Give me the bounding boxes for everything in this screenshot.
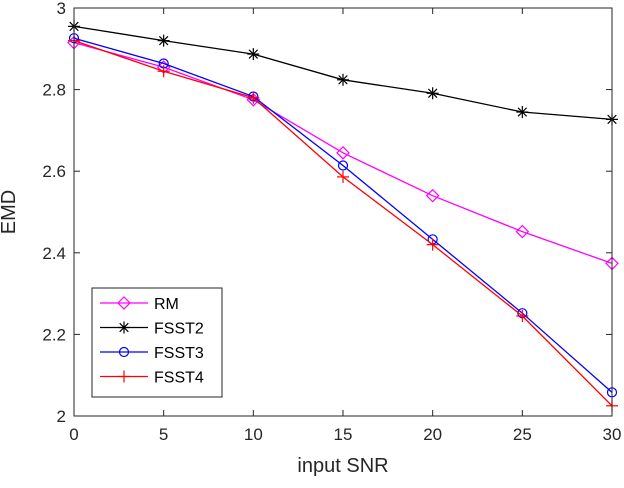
data-point-fsst4-4 bbox=[426, 238, 439, 251]
legend-item-fsst2: FSST2 bbox=[100, 321, 204, 338]
legend-label-fsst3: FSST3 bbox=[154, 345, 204, 362]
data-point-fsst2-3 bbox=[337, 73, 349, 86]
data-point-rm-5 bbox=[515, 224, 530, 239]
data-point-fsst4-2 bbox=[247, 91, 260, 104]
x-tick-label-5: 25 bbox=[513, 425, 532, 444]
x-tick-label-6: 30 bbox=[603, 425, 622, 444]
data-point-fsst2-1 bbox=[157, 34, 170, 47]
data-point-fsst2-5 bbox=[516, 106, 529, 119]
y-tick-label-0: 2 bbox=[57, 407, 66, 426]
data-point-fsst4-3 bbox=[337, 170, 349, 183]
data-point-fsst4-1 bbox=[157, 65, 170, 78]
legend-box bbox=[91, 287, 223, 398]
legend-label-fsst4: FSST4 bbox=[154, 370, 204, 387]
data-point-fsst2-2 bbox=[247, 48, 260, 61]
legend-marker-rm bbox=[117, 296, 131, 310]
y-tick-label-3: 2.6 bbox=[42, 162, 66, 181]
x-tick-label-4: 20 bbox=[423, 425, 442, 444]
x-tick-label-1: 5 bbox=[159, 425, 168, 444]
x-tick-label-3: 15 bbox=[334, 425, 353, 444]
legend-marker-fsst2 bbox=[118, 321, 130, 334]
y-tick-label-1: 2.2 bbox=[42, 325, 66, 344]
data-point-rm-4 bbox=[425, 188, 440, 203]
x-tick-label-2: 10 bbox=[244, 425, 263, 444]
data-point-fsst4-5 bbox=[516, 310, 529, 323]
legend-item-fsst3: FSST3 bbox=[100, 345, 204, 362]
legend-label-fsst2: FSST2 bbox=[154, 321, 204, 338]
data-point-fsst3-3 bbox=[337, 160, 349, 171]
legend-item-rm: RM bbox=[100, 296, 179, 313]
y-tick-label-4: 2.8 bbox=[42, 81, 66, 100]
legend-item-fsst4: FSST4 bbox=[100, 370, 204, 387]
x-tick-label-0: 0 bbox=[69, 425, 78, 444]
y-axis-label: EMD bbox=[0, 190, 20, 234]
legend: RM FSST2 FSST3 FSST4 bbox=[91, 287, 223, 398]
legend-marker-fsst4 bbox=[118, 370, 130, 383]
legend-label-rm: RM bbox=[154, 296, 179, 313]
y-tick-label-5: 3 bbox=[57, 0, 66, 18]
y-tick-label-2: 2.4 bbox=[42, 244, 66, 263]
axes-layer: 0 5 10 15 20 25 30 2 2.2 2.4 2.6 2.8 3 bbox=[42, 0, 621, 444]
legend-marker-fsst3 bbox=[118, 346, 130, 358]
data-point-fsst2-4 bbox=[426, 87, 439, 100]
x-axis-label: input SNR bbox=[297, 455, 388, 477]
data-point-rm-3 bbox=[336, 145, 350, 160]
